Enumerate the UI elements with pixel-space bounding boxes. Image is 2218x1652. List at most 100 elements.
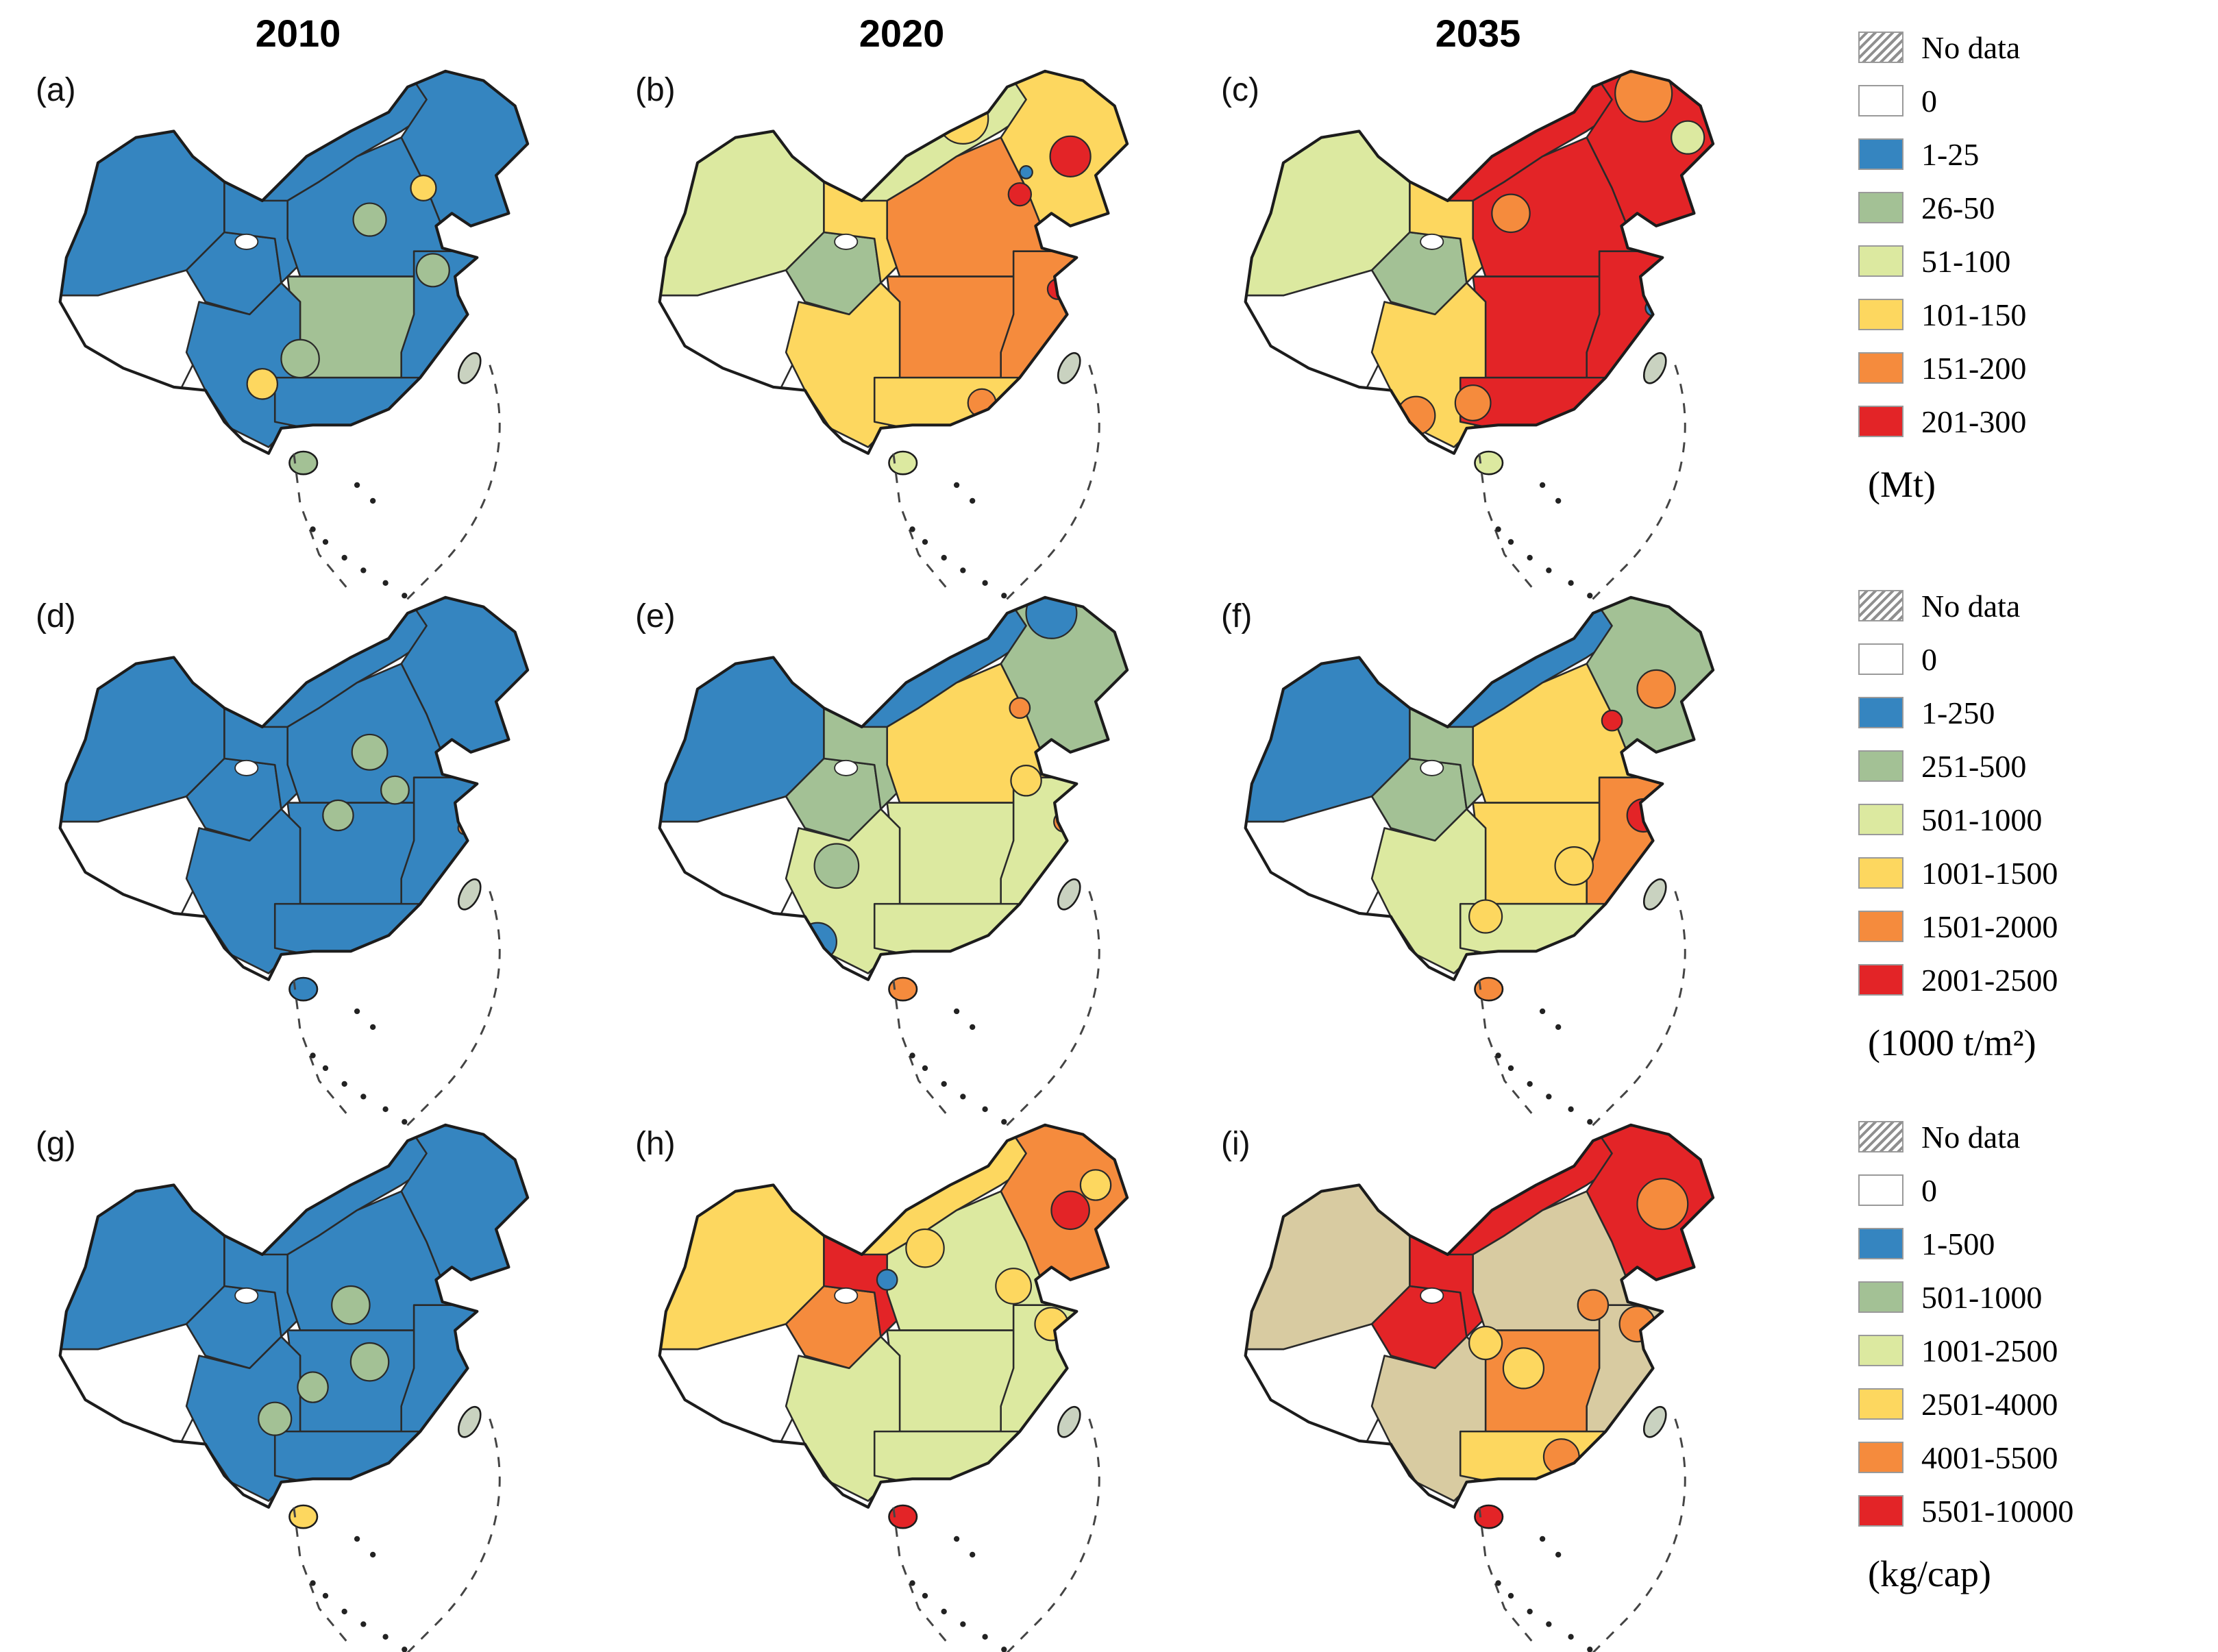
panel-label-g: (g) — [36, 1126, 76, 1162]
legend-entry-label: 501-1000 — [1921, 1279, 2043, 1315]
legend-swatch-orange — [1858, 352, 1903, 384]
legend-entry: 1-250 — [1858, 686, 2208, 739]
legend-swatch-light_green — [1858, 245, 1903, 277]
legend-entry-label: No data — [1921, 588, 2021, 624]
legend-swatch-light_green — [1858, 1335, 1903, 1366]
legend-entry-label: 2501-4000 — [1921, 1386, 2058, 1422]
china-map-2010-t-per-m2 — [41, 588, 610, 1136]
legend-entry-label: 501-1000 — [1921, 802, 2043, 837]
panel-label-b: (b) — [635, 72, 676, 108]
china-map-2035-mt — [1227, 62, 1795, 610]
legend-unit-t-per-m2: (1000 t/m²) — [1868, 1022, 2036, 1063]
legend-entry-label: 4001-5500 — [1921, 1440, 2058, 1475]
legend-entry-label: 5501-10000 — [1921, 1493, 2074, 1529]
china-choropleth-b — [658, 69, 1129, 606]
legend-swatch-green — [1858, 750, 1903, 782]
legend-swatch-blue — [1858, 1228, 1903, 1259]
china-map-2020-t-per-m2 — [641, 588, 1209, 1136]
legend-entry-label: 1-250 — [1921, 695, 1995, 730]
legend-entry: No data — [1858, 579, 2208, 632]
legend-entry-label: 151-200 — [1921, 350, 2027, 386]
legend-entries-t-per-m2: No data 0 1-250 251-500 501-1000 1001-1500 150… — [1858, 579, 2208, 1007]
legend-swatch-white — [1858, 643, 1903, 675]
china-choropleth-f — [1244, 595, 1715, 1133]
legend-entry-label: 0 — [1921, 83, 1937, 119]
legend-swatch-orange — [1858, 1442, 1903, 1473]
map-panel-c: (c) — [1221, 62, 1795, 610]
legend-entry: 0 — [1858, 1163, 2208, 1217]
china-choropleth-d — [58, 595, 530, 1133]
legend-entry: 0 — [1858, 74, 2208, 127]
legend-swatch-white — [1858, 1174, 1903, 1206]
legend-entry-label: 2001-2500 — [1921, 962, 2058, 998]
legend-entry: 4001-5500 — [1858, 1431, 2208, 1484]
legend-swatch-blue — [1858, 138, 1903, 170]
legend-entry: 251-500 — [1858, 739, 2208, 793]
legend-entry-label: 1001-1500 — [1921, 855, 2058, 891]
legend-entry: 2001-2500 — [1858, 953, 2208, 1007]
map-panel-a: (a) — [36, 62, 610, 610]
legend-entry: 5501-10000 — [1858, 1484, 2208, 1538]
china-map-2020-mt — [641, 62, 1209, 610]
legend-entry-label: No data — [1921, 1119, 2021, 1155]
column-header-2035: 2035 — [1435, 12, 1521, 55]
legend-entry: 201-300 — [1858, 395, 2208, 448]
legend-entry: 101-150 — [1858, 288, 2208, 341]
legend-entry: 1001-1500 — [1858, 846, 2208, 900]
china-choropleth-i — [1244, 1123, 1715, 1652]
legend-entries-kg-per-cap: No data 0 1-500 501-1000 1001-2500 2501-4000 4… — [1858, 1110, 2208, 1538]
legend-entry-label: 0 — [1921, 1172, 1937, 1208]
legend-swatch-red — [1858, 406, 1903, 437]
legend-swatch-red — [1858, 1495, 1903, 1527]
china-map-2035-t-per-m2 — [1227, 588, 1795, 1136]
china-choropleth-a — [58, 69, 530, 606]
panel-label-d: (d) — [36, 598, 76, 634]
legend-entry-label: No data — [1921, 29, 2021, 65]
legend-entry-label: 1001-2500 — [1921, 1333, 2058, 1368]
legend-swatch-yellow — [1858, 299, 1903, 330]
column-header-2010: 2010 — [255, 12, 341, 55]
legend-swatch-light_green — [1858, 804, 1903, 835]
legend-swatch-blue — [1858, 697, 1903, 728]
legend-entry: 1-25 — [1858, 127, 2208, 181]
legend-entry-label: 251-500 — [1921, 748, 2027, 784]
no-data-hatch-swatch — [1858, 590, 1903, 621]
legend-swatch-orange — [1858, 911, 1903, 942]
legend-t-per-m2: No data 0 1-250 251-500 501-1000 1001-1500 150… — [1858, 579, 2208, 1064]
legend-entry: 501-1000 — [1858, 1270, 2208, 1324]
legend-entry: 2501-4000 — [1858, 1377, 2208, 1431]
legend-swatch-green — [1858, 192, 1903, 223]
legend-entry: 1501-2000 — [1858, 900, 2208, 953]
legend-swatch-red — [1858, 964, 1903, 996]
legend-entry: 51-100 — [1858, 234, 2208, 288]
china-map-2020-kg-per-cap — [641, 1115, 1209, 1652]
china-choropleth-e — [658, 595, 1129, 1133]
legend-entry: 1-500 — [1858, 1217, 2208, 1270]
map-panel-f: (f) — [1221, 588, 1795, 1136]
china-choropleth-h — [658, 1123, 1129, 1652]
map-panel-e: (e) — [635, 588, 1209, 1136]
legend-entry-label: 201-300 — [1921, 404, 2027, 439]
china-choropleth-g — [58, 1123, 530, 1652]
legend-entry-label: 51-100 — [1921, 243, 2011, 279]
panel-label-h: (h) — [635, 1126, 676, 1162]
legend-entry: 26-50 — [1858, 181, 2208, 234]
legend-swatch-yellow — [1858, 1388, 1903, 1420]
panel-label-e: (e) — [635, 598, 676, 634]
panel-label-i: (i) — [1221, 1126, 1250, 1162]
legend-entry-label: 101-150 — [1921, 297, 2027, 332]
legend-swatch-green — [1858, 1281, 1903, 1313]
legend-kg-per-cap: No data 0 1-500 501-1000 1001-2500 2501-4000 4… — [1858, 1110, 2208, 1595]
legend-entry: 1001-2500 — [1858, 1324, 2208, 1377]
legend-swatch-white — [1858, 85, 1903, 116]
legend-entry-label: 1-500 — [1921, 1226, 1995, 1261]
legend-entry: 501-1000 — [1858, 793, 2208, 846]
legend-unit-kg-per-cap: (kg/cap) — [1868, 1553, 1991, 1594]
map-panel-h: (h) — [635, 1115, 1209, 1652]
legend-entry-label: 0 — [1921, 641, 1937, 677]
legend-entry: 151-200 — [1858, 341, 2208, 395]
panel-label-f: (f) — [1221, 598, 1253, 634]
china-map-2010-kg-per-cap — [41, 1115, 610, 1652]
map-panel-d: (d) — [36, 588, 610, 1136]
